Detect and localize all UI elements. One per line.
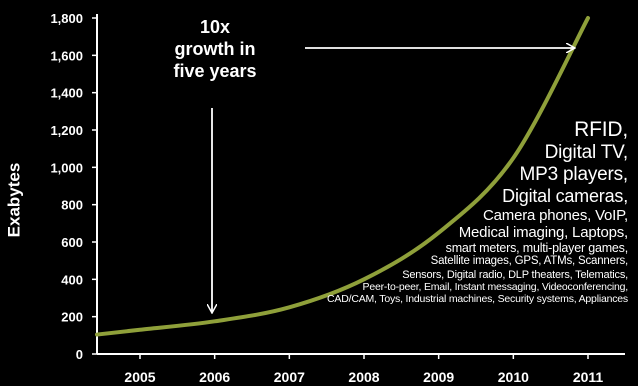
y-axis-title-wrap: Exabytes	[2, 150, 26, 250]
source-line: smart meters, multi-player games,	[445, 241, 629, 256]
annotation-arrows	[212, 48, 574, 312]
y-tick-label: 1,200	[50, 123, 83, 138]
x-tick-label: 2005	[124, 369, 155, 385]
x-tick-label: 2006	[199, 369, 230, 385]
series-line	[95, 16, 590, 337]
x-tick-label: 2008	[348, 369, 379, 385]
data-sources-annotation: RFID, Digital TV, MP3 players, Digital c…	[327, 118, 628, 305]
chart-axes	[96, 14, 625, 355]
x-tick-label: 2009	[423, 369, 454, 385]
y-tick-label: 1,600	[50, 48, 83, 63]
y-tick-labels: 0 200 400 600 800 1,000 1,200 1,400 1,600 1,800	[50, 11, 97, 362]
source-line: MP3 players,	[519, 163, 629, 185]
growth-line-3: five years	[173, 61, 257, 81]
x-tick-label: 2011	[573, 369, 604, 385]
y-tick-label: 1,400	[50, 86, 83, 101]
source-line: Satellite images, GPS, ATMs, Scanners,	[430, 255, 629, 268]
source-line: Digital cameras,	[502, 185, 628, 206]
source-line: Digital TV,	[544, 142, 629, 164]
y-tick-label: 200	[61, 310, 83, 325]
x-tick-labels: 2005 2006 2007 2008 2009 2010 2011	[124, 354, 603, 385]
series-layer	[95, 16, 590, 337]
source-line: Sensors, Digital radio, DLP theaters, Te…	[402, 268, 628, 281]
source-line: Medical imaging, Laptops,	[458, 223, 628, 241]
source-line: RFID,	[574, 118, 628, 141]
y-tick-label: 800	[61, 198, 83, 213]
x-tick-label: 2010	[498, 369, 529, 385]
source-line: Camera phones, VoIP,	[483, 206, 628, 224]
y-tick-label: 1,800	[50, 11, 83, 26]
growth-annotation: 10x growth in five years	[160, 16, 270, 82]
source-line: CAD/CAM, Toys, Industrial machines, Secu…	[327, 293, 628, 306]
y-tick-label: 1,000	[50, 160, 83, 175]
y-tick-label: 0	[76, 347, 83, 362]
growth-line-1: 10x	[199, 17, 231, 37]
y-tick-label: 400	[61, 272, 83, 287]
growth-line-2: growth in	[174, 39, 256, 59]
x-tick-label: 2007	[274, 369, 305, 385]
y-tick-label: 600	[61, 235, 83, 250]
y-axis-title: Exabytes	[4, 162, 24, 238]
source-line: Peer-to-peer, Email, Instant messaging, …	[362, 281, 629, 294]
